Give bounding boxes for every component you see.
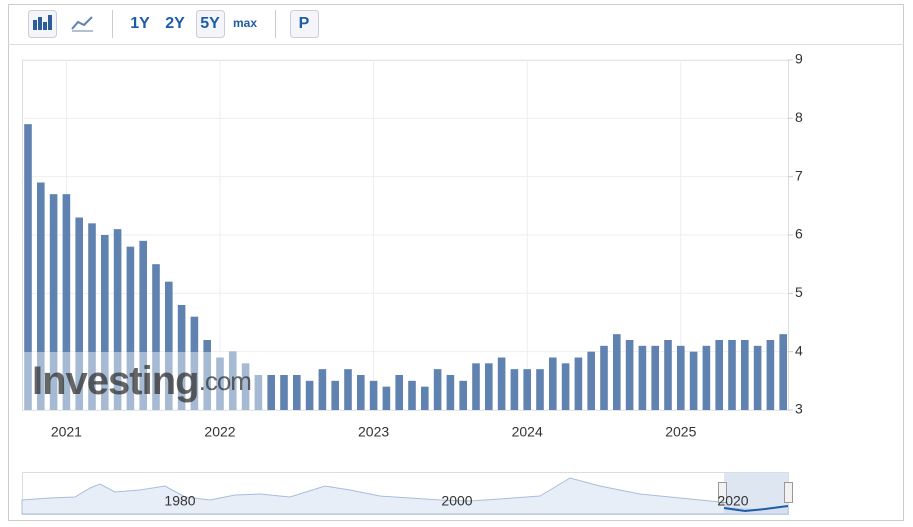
bar — [459, 380, 467, 410]
bar — [549, 357, 557, 410]
bar-icon — [33, 15, 52, 30]
bar — [152, 264, 160, 410]
plot: 3 4 5 6 7 8 9 2021 2022 2023 2024 2025 Investing.com — [22, 51, 803, 440]
navigator-selected-line — [723, 505, 789, 513]
bar — [408, 380, 416, 410]
bar — [293, 375, 301, 410]
bar — [49, 194, 58, 410]
bar — [728, 340, 736, 410]
bar — [88, 223, 96, 410]
y-tick-label: 7 — [795, 167, 803, 183]
y-tick-label: 4 — [795, 342, 803, 358]
range-button[interactable]: 2Y — [165, 15, 185, 32]
bar — [369, 380, 378, 410]
bar — [613, 334, 621, 410]
bar — [766, 340, 775, 410]
bar — [485, 363, 493, 410]
navigator-label: 2000 — [441, 493, 472, 509]
bar — [715, 340, 723, 410]
navigator-label: 1980 — [164, 493, 195, 509]
line-chart-button[interactable] — [68, 10, 96, 37]
y-tick-label: 6 — [795, 226, 803, 242]
navigator-handle[interactable] — [784, 482, 793, 503]
toolbar: 1Y 2Y 5Y max P — [28, 10, 319, 38]
bar — [101, 235, 109, 410]
x-tick-label: 2025 — [665, 424, 696, 440]
bar — [395, 375, 403, 410]
bar — [331, 380, 339, 410]
y-tick-label: 5 — [795, 284, 803, 300]
bar — [139, 240, 147, 410]
bar — [638, 345, 647, 410]
navigator-handle[interactable] — [718, 482, 727, 503]
bar — [689, 351, 698, 410]
bar — [241, 363, 250, 410]
bar — [165, 281, 173, 410]
bar — [305, 380, 314, 410]
bar — [37, 182, 45, 410]
bar — [523, 369, 531, 410]
bar — [24, 124, 32, 411]
bar — [574, 357, 583, 410]
bar — [741, 340, 749, 410]
bar — [318, 369, 327, 410]
bar — [433, 369, 442, 410]
frame — [8, 4, 904, 521]
y-tick-label: 9 — [795, 51, 803, 67]
bar — [446, 375, 455, 410]
bar — [600, 345, 608, 410]
y-tick-label: 8 — [795, 109, 803, 125]
bar — [779, 334, 787, 410]
bar — [625, 340, 634, 410]
bar — [203, 340, 211, 410]
bar — [344, 369, 352, 410]
watermark-text: Investing — [32, 359, 199, 403]
bar — [677, 345, 685, 410]
bar — [177, 305, 186, 410]
bar — [190, 316, 199, 410]
bar — [536, 369, 544, 410]
x-tick-label: 2021 — [51, 424, 82, 440]
y-tick-label: 3 — [795, 401, 803, 417]
bar — [702, 345, 711, 410]
bar — [753, 345, 762, 410]
x-tick-label: 2022 — [204, 424, 235, 440]
bar-chart-button[interactable] — [28, 10, 57, 38]
bar — [216, 357, 224, 410]
bar — [62, 194, 71, 410]
navigator: 1980 2000 2020 — [21, 472, 793, 515]
bar — [421, 386, 429, 410]
watermark: Investing.com — [32, 359, 251, 403]
bar — [664, 340, 672, 410]
p-button-box — [290, 10, 319, 38]
bar — [280, 375, 288, 410]
x-tick-label: 2023 — [358, 424, 389, 440]
active-range — [196, 10, 225, 38]
watermark-veil — [23, 352, 265, 410]
bar — [382, 386, 391, 410]
navigator-label: 2020 — [717, 493, 748, 509]
range-button[interactable]: 5Y — [200, 15, 220, 32]
bar — [561, 363, 570, 410]
bar — [651, 345, 659, 410]
bar — [229, 351, 237, 410]
bar — [113, 229, 122, 410]
bar — [126, 246, 135, 410]
p-button[interactable]: P — [299, 15, 310, 32]
bar — [510, 369, 519, 410]
range-button[interactable]: 1Y — [130, 15, 150, 32]
bar — [587, 351, 595, 410]
bar — [472, 363, 480, 410]
x-tick-label: 2024 — [512, 424, 543, 440]
watermark-suffix: .com — [199, 366, 251, 396]
range-button[interactable]: max — [233, 16, 257, 30]
bar — [75, 217, 83, 410]
bar — [497, 357, 506, 410]
bar — [357, 375, 365, 410]
bar — [267, 375, 275, 410]
bar — [254, 375, 263, 410]
